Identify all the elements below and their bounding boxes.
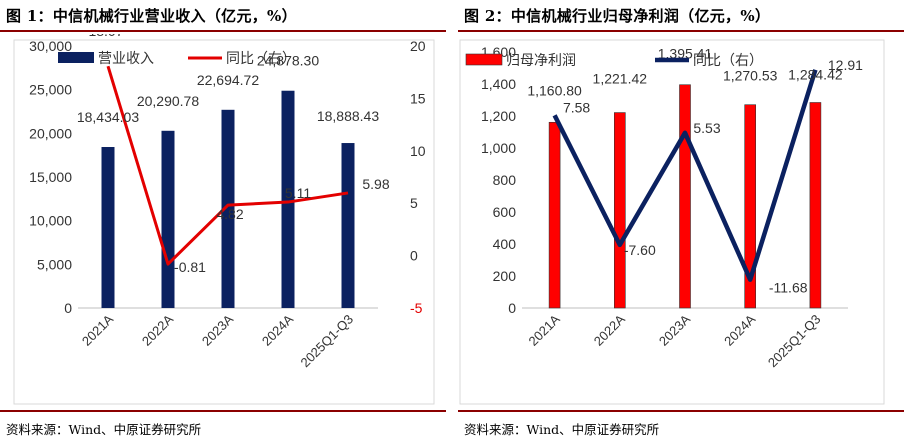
category-label: 2021A (79, 311, 116, 348)
source-note: 资料来源：Wind、中原证券研究所 (464, 422, 660, 437)
right-axis-tick-label: 0 (410, 248, 418, 264)
category-label: 2025Q1-Q3 (297, 312, 356, 371)
bar-value-label: 22,694.72 (197, 72, 259, 88)
right-axis-tick-label: -5 (410, 300, 423, 316)
line-value-label: -0.81 (174, 259, 206, 275)
yoy-line (106, 65, 349, 266)
chart-title-bar: 图 1：中信机械行业营业收入（亿元，%） (0, 0, 446, 32)
left-axis-tick-label: 800 (493, 172, 517, 188)
category-label: 2023A (199, 311, 236, 348)
legend-bar-swatch (58, 52, 94, 63)
bar-value-label: 1,395.41 (658, 46, 713, 62)
category-label: 2025Q1-Q3 (765, 312, 824, 371)
bar-2021a (548, 121, 561, 309)
legend-line-label: 同比（右） (226, 50, 296, 66)
left-axis-tick-label: 400 (493, 236, 517, 252)
category-label: 2024A (259, 311, 296, 348)
left-axis-tick-label: 200 (493, 268, 517, 284)
line-value-label: 4.82 (216, 206, 243, 222)
bar-value-label: 18,888.43 (317, 108, 379, 124)
right-axis-tick-label: 5 (410, 195, 418, 211)
left-axis-tick-label: 1,400 (481, 76, 516, 92)
left-axis-tick-label: 20,000 (29, 125, 72, 141)
line-value-label: 12.91 (828, 57, 863, 73)
right-axis-tick-label: 20 (410, 38, 426, 54)
chart-panel-revenue: 图 1：中信机械行业营业收入（亿元，%） 0 5,000 10,000 15,000 2… (0, 0, 446, 442)
line-value-label: 5.53 (693, 120, 720, 136)
bar-2025q1-q3 (341, 143, 355, 308)
legend-line-label: 同比（右） (693, 52, 763, 68)
chart-title: 图 2：中信机械行业归母净利润（亿元，%） (464, 7, 771, 25)
bar-value-label: 1,160.80 (527, 82, 582, 98)
left-axis-tick-label: 10,000 (29, 213, 72, 229)
chart-title-bar: 图 2：中信机械行业归母净利润（亿元，%） (458, 0, 904, 32)
category-label: 2023A (656, 311, 693, 348)
category-label: 2024A (721, 311, 758, 348)
yoy-line (552, 69, 818, 282)
left-axis-tick-label: 30,000 (29, 38, 72, 54)
bar-2023a (221, 109, 235, 309)
right-axis-tick-label: 10 (410, 143, 426, 159)
bar-value-label: 20,290.78 (137, 93, 199, 109)
source-bar: 资料来源：Wind、中原证券研究所 (458, 410, 904, 442)
bar-2021a (101, 147, 115, 308)
left-axis-tick-label: 25,000 (29, 82, 72, 98)
line-value-label: 18.07 (88, 34, 123, 39)
source-bar: 资料来源：Wind、中原证券研究所 (0, 410, 446, 442)
line-value-label: 5.11 (285, 185, 311, 201)
bar-2022a (614, 112, 626, 309)
bar-value-label: 1,284.42 (788, 66, 843, 82)
chart-panel-net-profit: 图 2：中信机械行业归母净利润（亿元，%） 0 200 400 600 800 1,000… (458, 0, 904, 442)
category-label: 2021A (526, 311, 563, 348)
source-note: 资料来源：Wind、中原证券研究所 (6, 422, 202, 437)
line-value-label: -11.68 (769, 280, 808, 296)
left-axis-tick-label: 0 (508, 300, 516, 316)
net-profit-chart: 02004006008001,0001,2001,4001,600-15-10-… (459, 39, 885, 405)
left-axis-tick-label: 5,000 (37, 256, 72, 272)
chart-title: 图 1：中信机械行业营业收入（亿元，%） (6, 7, 297, 25)
bar-2023a (679, 84, 691, 309)
left-axis-tick-label: 0 (64, 300, 72, 316)
right-axis-tick-label: 15 (410, 90, 426, 106)
category-label: 2022A (139, 311, 176, 348)
left-axis-tick-label: 600 (493, 204, 517, 220)
legend-bar-label: 营业收入 (98, 50, 154, 66)
bar-2022a (161, 130, 175, 308)
bar-2024a (744, 104, 757, 309)
left-axis-tick-label: 15,000 (29, 169, 72, 185)
bar-2024a (281, 90, 295, 308)
category-label: 2022A (591, 311, 628, 348)
chart-frame (13, 39, 435, 405)
bar-value-label: 1,221.42 (593, 71, 648, 87)
legend-bar-label: 归母净利润 (506, 52, 576, 68)
bar-2025q1-q3 (809, 102, 822, 309)
bar-value-label: 18,434.03 (77, 109, 139, 125)
left-axis-tick-label: 1,000 (481, 140, 516, 156)
bar-value-label: 24,878.30 (257, 53, 319, 69)
left-axis-tick-label: 1,200 (481, 108, 516, 124)
line-value-label: -7.60 (624, 242, 656, 258)
legend-bar-swatch (465, 53, 503, 66)
chart-frame (459, 39, 885, 405)
revenue-chart: 0 5,000 10,000 15,000 20,000 25,000 30,000 -5 0 5… (13, 34, 435, 405)
bar-value-label: 1,270.53 (723, 68, 778, 84)
line-value-label: 5.98 (362, 176, 389, 192)
line-value-label: 7.58 (563, 99, 590, 115)
